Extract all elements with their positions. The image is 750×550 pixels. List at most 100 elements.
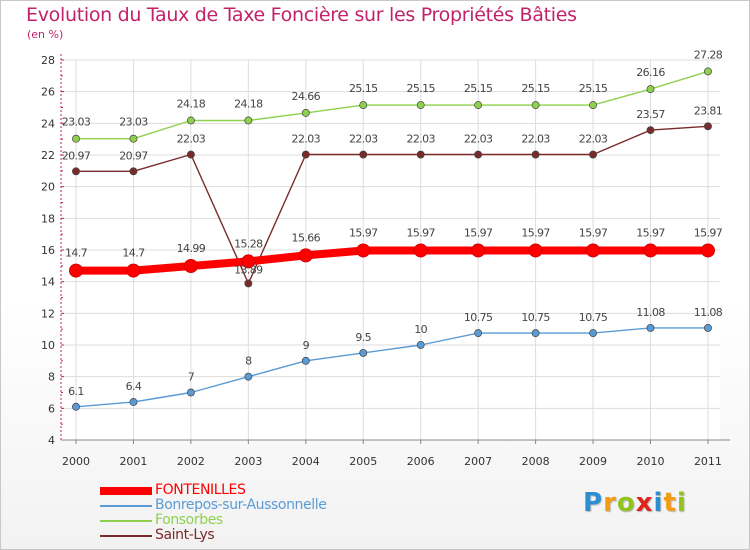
data-point	[244, 116, 253, 125]
data-label: 24.18	[177, 97, 206, 110]
data-point	[704, 323, 712, 332]
data-label: 11.08	[636, 306, 665, 319]
data-point	[646, 323, 655, 332]
data-point	[471, 243, 486, 258]
y-tick-label: 8	[48, 371, 55, 384]
data-label: 15.97	[349, 226, 378, 239]
y-tick-label: 10	[41, 339, 55, 352]
data-point	[72, 134, 80, 143]
legend-swatch	[100, 487, 152, 495]
data-label: 14.7	[122, 247, 145, 260]
data-label: 22.03	[521, 133, 550, 146]
x-tick-label: 2009	[579, 455, 607, 468]
data-label: 9.5	[355, 331, 371, 344]
y-tick-label: 22	[41, 149, 55, 162]
logo-letter: x	[635, 488, 654, 518]
data-point	[301, 356, 310, 365]
data-label: 22.03	[177, 133, 206, 146]
y-tick-label: 6	[48, 402, 55, 415]
data-point	[241, 254, 256, 269]
data-point	[474, 101, 483, 110]
data-point	[186, 388, 195, 397]
data-point	[129, 167, 138, 176]
series-line-bonrepos-sur-aussonnelle	[75, 327, 709, 408]
data-point	[413, 243, 428, 258]
data-point	[531, 150, 540, 159]
data-label: 22.03	[406, 133, 435, 146]
data-label: 23.57	[636, 108, 665, 121]
data-label: 22.03	[292, 133, 321, 146]
data-label: 10.75	[579, 311, 608, 324]
chart-title: Evolution du Taux de Taxe Foncière sur l…	[26, 4, 577, 26]
legend-item-bonrepos[interactable]: Bonrepos-sur-Aussonnelle	[100, 498, 360, 513]
data-label: 25.15	[579, 82, 608, 95]
legend-item-saint-lys[interactable]: Saint-Lys	[100, 528, 360, 543]
x-tick-label: 2010	[637, 455, 665, 468]
legend-label: Saint-Lys	[155, 527, 215, 543]
data-point	[301, 150, 310, 159]
data-label: 8	[245, 355, 252, 368]
data-label: 23.03	[119, 116, 148, 129]
data-label: 23.03	[62, 116, 91, 129]
legend-label: Fonsorbes	[155, 512, 223, 528]
data-point	[416, 101, 425, 110]
data-label: 15.28	[234, 237, 263, 250]
data-label: 10.75	[521, 311, 550, 324]
data-point	[72, 167, 80, 176]
proxiti-logo: Proxiti	[583, 488, 687, 518]
data-point	[244, 372, 253, 381]
data-point	[646, 126, 655, 135]
data-point	[474, 329, 483, 338]
legend-item-fontenilles[interactable]: FONTENILLES	[100, 483, 360, 498]
data-label: 25.15	[406, 82, 435, 95]
data-point	[186, 116, 195, 125]
legend-label: FONTENILLES	[155, 482, 246, 498]
data-point	[531, 329, 540, 338]
legend: FONTENILLES Bonrepos-sur-Aussonnelle Fon…	[100, 483, 360, 543]
data-point	[589, 150, 598, 159]
data-label: 15.97	[694, 226, 723, 239]
data-point	[129, 398, 138, 406]
data-label: 26.16	[636, 66, 665, 79]
data-label: 6.4	[126, 380, 142, 393]
data-point	[298, 248, 313, 263]
x-tick-label: 2011	[694, 455, 722, 468]
series-line-fontenilles	[72, 246, 712, 275]
data-label: 22.03	[579, 133, 608, 146]
x-tick-label: 2000	[62, 455, 90, 468]
data-label: 22.03	[349, 133, 378, 146]
data-point	[72, 402, 80, 411]
legend-item-fonsorbes[interactable]: Fonsorbes	[100, 513, 360, 528]
data-point	[531, 101, 540, 110]
x-tick-label: 2006	[407, 455, 435, 468]
series-line-saint-lys	[75, 125, 709, 285]
x-tick-label: 2003	[234, 455, 262, 468]
data-label: 25.15	[464, 82, 493, 95]
data-label: 10.75	[464, 311, 493, 324]
data-label: 24.66	[292, 90, 321, 103]
legend-swatch	[100, 520, 152, 522]
data-label: 15.97	[464, 226, 493, 239]
legend-swatch	[100, 535, 152, 537]
legend-swatch	[100, 505, 152, 507]
data-point	[244, 279, 253, 288]
data-label: 25.15	[521, 82, 550, 95]
data-point	[528, 243, 543, 258]
y-tick-label: 18	[41, 212, 55, 225]
logo-letter: o	[616, 488, 636, 518]
data-point	[474, 150, 483, 159]
y-tick-label: 16	[41, 244, 55, 257]
logo-letter: i	[653, 488, 664, 518]
data-label: 23.81	[694, 104, 723, 117]
data-point	[359, 150, 368, 159]
x-tick-label: 2008	[522, 455, 550, 468]
x-tick-label: 2001	[119, 455, 147, 468]
data-point	[646, 85, 655, 94]
data-label: 22.03	[464, 133, 493, 146]
data-label: 15.97	[406, 226, 435, 239]
data-label: 15.97	[636, 226, 665, 239]
data-label: 10	[414, 323, 427, 336]
data-label: 14.7	[65, 247, 88, 260]
legend-label: Bonrepos-sur-Aussonnelle	[155, 497, 327, 513]
